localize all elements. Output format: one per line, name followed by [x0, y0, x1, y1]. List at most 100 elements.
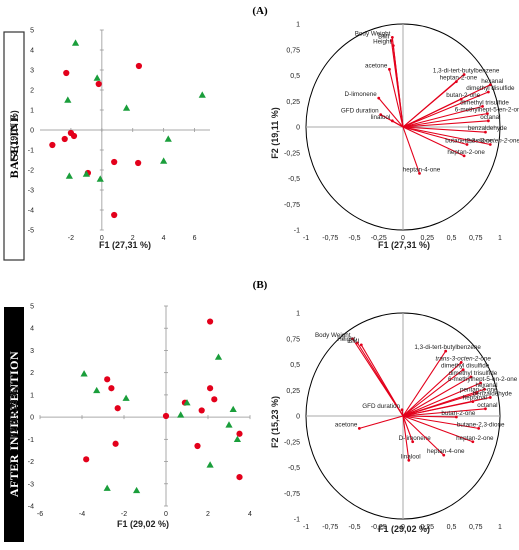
x-tick-label: -0,25	[371, 235, 387, 242]
x-tick-label: 4	[162, 235, 166, 242]
data-point-circle	[83, 456, 90, 463]
loading-point	[462, 73, 466, 76]
data-point-triangle	[225, 421, 233, 428]
data-point-triangle	[122, 394, 130, 401]
y-tick-label: 1	[30, 108, 34, 115]
y-tick-label: -1	[294, 228, 300, 235]
loading-point	[444, 349, 448, 353]
variable-label: butan-2-one	[446, 92, 480, 99]
loading-vector	[402, 98, 462, 128]
side-label-baseline: BASELINE	[3, 31, 25, 261]
loading-vector	[402, 126, 421, 174]
loading-vector	[402, 415, 414, 442]
panel-label-a: (A)	[252, 5, 268, 17]
variable-label: benzaldehyde	[473, 390, 513, 397]
variable-label: linalool	[401, 453, 421, 460]
loading-point	[377, 96, 381, 100]
loading-point	[388, 67, 391, 71]
data-point-triangle	[214, 353, 223, 360]
variable-label: butane-2,3-dione	[445, 138, 493, 145]
variable-label: heptan-4-one	[403, 166, 441, 173]
x-tick-label: -0,75	[322, 524, 338, 531]
data-point-circle	[111, 211, 118, 219]
y-axis-title: F2 (15,23 %)	[9, 386, 19, 438]
loading-vector	[402, 369, 464, 417]
variable-label: D-limonene	[399, 435, 432, 442]
x-tick-label: 0	[164, 511, 168, 518]
x-axis-title: F1 (27,31 %)	[378, 240, 430, 250]
loading-point	[356, 341, 359, 345]
loading-point	[379, 113, 383, 117]
x-tick-label: 0	[401, 235, 405, 242]
data-point-triangle	[80, 370, 88, 377]
variable-label: trans-3-octen-2-one	[436, 355, 492, 362]
y-tick-label: 5	[30, 304, 34, 311]
data-point-circle	[236, 474, 243, 481]
x-tick-label: 0	[401, 524, 405, 531]
loading-point	[465, 143, 469, 146]
data-point-triangle	[133, 486, 141, 494]
variable-label: heptan-2-one	[456, 435, 494, 442]
variable-label: trans-3-octen-2-one	[465, 138, 519, 145]
data-point-circle	[70, 132, 78, 140]
data-point-triangle	[82, 170, 90, 177]
biplot-baseline: 1 0,75 0,5 0,25 0 -0,25 -0,5 -0,75 -1-1 -0,75 -0,5…	[270, 22, 519, 251]
side-label-box	[3, 31, 25, 261]
loading-point	[357, 426, 361, 430]
y-axis-title: F2 (15,23 %)	[270, 396, 280, 448]
x-tick-label: 0,75	[469, 235, 483, 242]
x-axis-title: F1 (29,02 %)	[117, 519, 169, 529]
loading-point	[390, 119, 394, 123]
variable-label: hexanal	[475, 382, 497, 389]
y-tick-label: 0	[296, 125, 300, 132]
y-tick-label: 1	[296, 22, 300, 29]
variable-label: acetone	[335, 421, 358, 428]
y-tick-label: -2	[28, 168, 34, 175]
variable-label: heptan-2-one	[440, 75, 478, 82]
y-tick-label: -5	[28, 228, 34, 235]
loading-vector	[402, 415, 474, 443]
loading-point	[488, 396, 492, 399]
variable-label: dimethyl disulfide	[441, 363, 490, 370]
loading-point	[390, 35, 394, 39]
loading-vector	[402, 113, 488, 128]
x-tick-label: 0	[100, 235, 104, 242]
loading-vector	[402, 126, 465, 157]
y-tick-label: 0,5	[290, 362, 300, 369]
y-tick-label: -0,75	[284, 202, 300, 209]
y-tick-label: -1	[28, 148, 34, 155]
loading-point	[485, 112, 489, 116]
loading-point	[454, 80, 458, 84]
data-point-circle	[95, 80, 102, 88]
loading-vector	[402, 350, 447, 417]
y-tick-label: -3	[28, 481, 34, 488]
variable-label: 6-methylhept-5-en-2-one	[448, 376, 518, 383]
variable-label: dimethyl trisulfide	[449, 370, 498, 377]
variable-label: linalool	[371, 114, 391, 121]
loading-point	[389, 39, 393, 42]
loading-vector	[392, 45, 404, 128]
variable-label: Body Weight	[315, 332, 351, 339]
variable-label: GFD duration	[362, 403, 400, 410]
loading-vector	[392, 120, 404, 128]
x-tick-label: 0,25	[420, 235, 434, 242]
y-axis-title: F2 (19,11 %)	[9, 110, 19, 162]
y-axis-title: F2 (19,11 %)	[270, 107, 280, 159]
loading-point	[484, 407, 487, 411]
y-tick-label: -0,75	[284, 491, 300, 498]
panel-label-b: (B)	[253, 279, 268, 291]
data-point-triangle	[96, 175, 104, 182]
x-tick-label: -1	[303, 235, 309, 242]
loading-vector	[402, 362, 462, 417]
variable-label: Height	[373, 39, 391, 46]
x-tick-label: 2	[206, 511, 210, 518]
loading-point	[486, 90, 490, 94]
data-point-circle	[236, 430, 243, 437]
data-point-circle	[61, 135, 68, 143]
variable-label: 6-methylhept-5-en-2-one	[455, 107, 519, 114]
x-tick-label: -2	[68, 235, 74, 242]
variable-label: acetone	[365, 62, 388, 69]
side-label-text: BASELINE	[7, 114, 21, 179]
data-point-triangle	[65, 172, 73, 179]
side-label-after: AFTER INTERVENTION	[4, 307, 24, 542]
